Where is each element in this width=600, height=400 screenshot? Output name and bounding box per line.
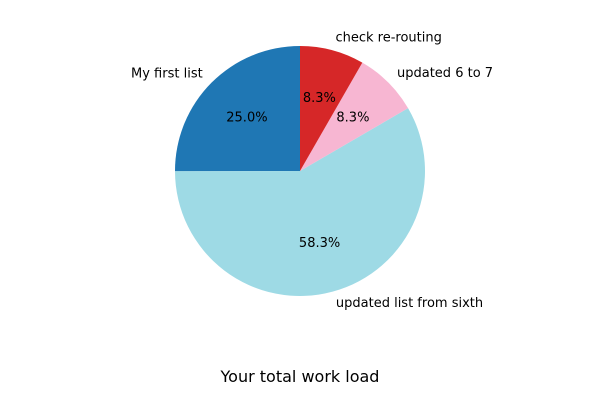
- slice-label-check-re-routing: check re-routing: [335, 31, 441, 46]
- chart-title: Your total work load: [220, 367, 380, 386]
- pie-slice-check-re-routing: [300, 46, 363, 171]
- pie-slice-my-first-list: [174, 46, 300, 172]
- slice-label-my-first-list: My first list: [131, 66, 203, 81]
- slice-percent-check-re-routing: 8.3%: [303, 91, 336, 106]
- slice-percent-my-first-list: 25.0%: [226, 111, 267, 126]
- pie-slices: [174, 46, 425, 296]
- slice-percent-updated-list-from-sixth: 58.3%: [299, 236, 340, 251]
- pie-labels: My first list 25.0% updated list from sixt…: [131, 31, 493, 312]
- slice-percent-updated-6-to-7: 8.3%: [336, 110, 369, 125]
- slice-label-updated-list-from-sixth: updated list from sixth: [336, 296, 483, 311]
- slice-label-updated-6-to-7: updated 6 to 7: [397, 66, 493, 81]
- pie-slice-updated-list-from-sixth: [175, 108, 425, 296]
- pie-slice-updated-6-to-7: [300, 62, 409, 171]
